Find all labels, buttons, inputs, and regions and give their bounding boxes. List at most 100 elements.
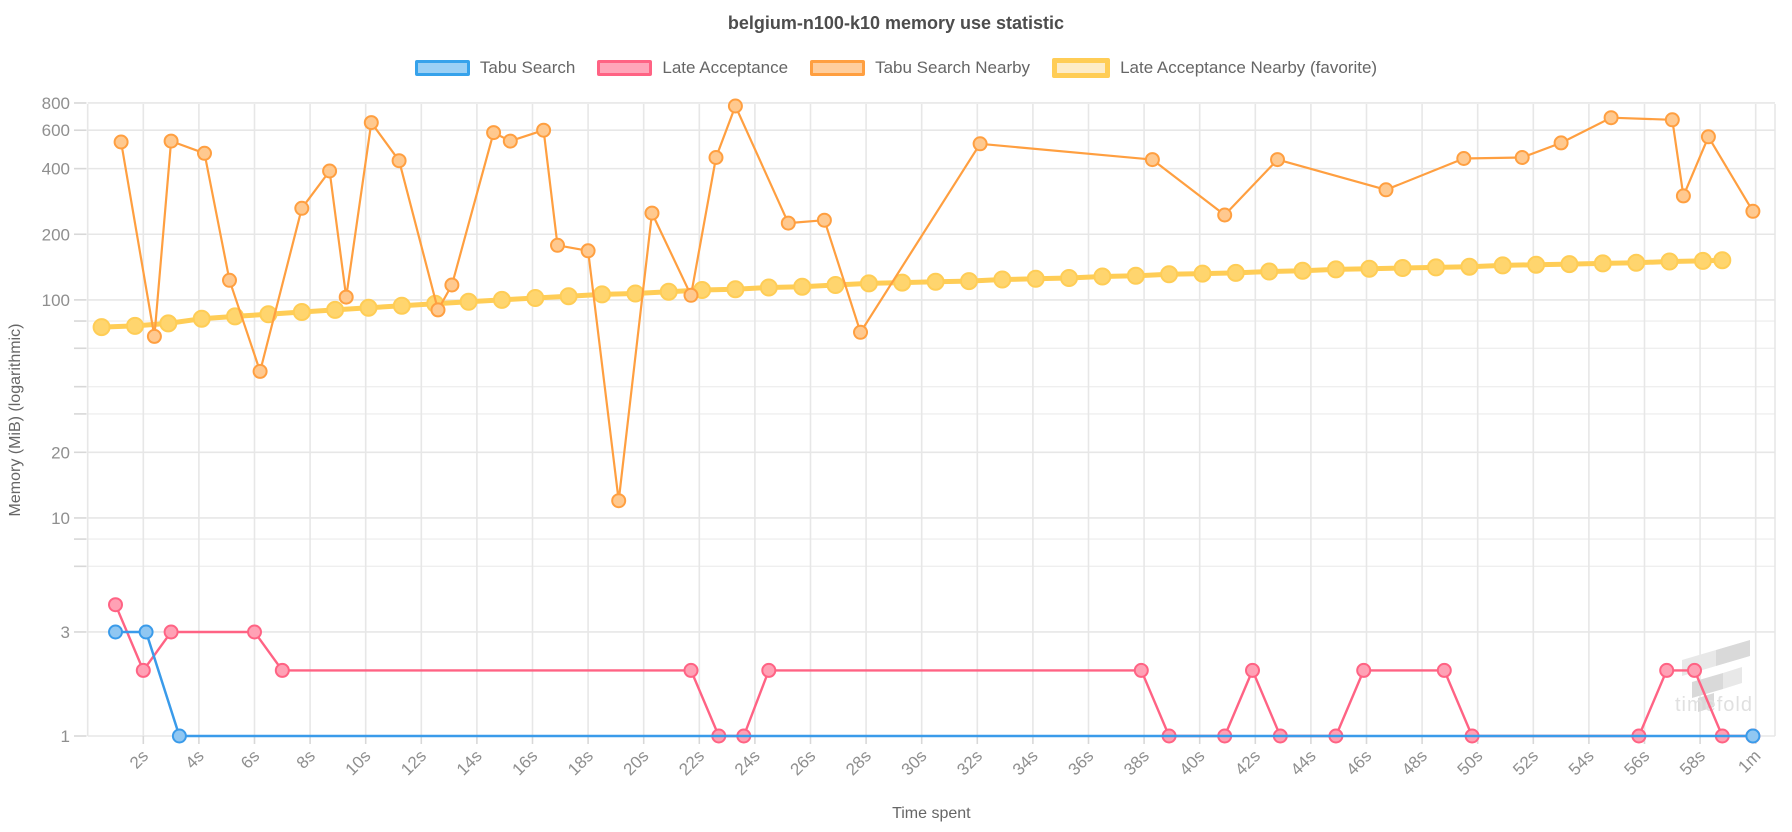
data-point[interactable] bbox=[274, 662, 290, 678]
data-point[interactable] bbox=[708, 150, 724, 165]
data-point[interactable] bbox=[192, 309, 211, 328]
data-point[interactable] bbox=[1427, 258, 1445, 277]
data-point[interactable] bbox=[1126, 266, 1145, 285]
data-point[interactable] bbox=[536, 122, 552, 138]
data-point[interactable] bbox=[826, 276, 845, 294]
data-point[interactable] bbox=[1553, 135, 1569, 151]
data-point[interactable] bbox=[226, 307, 244, 326]
data-point[interactable] bbox=[1260, 262, 1279, 281]
data-point[interactable] bbox=[444, 277, 460, 293]
data-point[interactable] bbox=[146, 328, 162, 344]
data-point[interactable] bbox=[1326, 260, 1345, 279]
data-point[interactable] bbox=[126, 316, 144, 335]
data-point[interactable] bbox=[1356, 662, 1372, 678]
data-point[interactable] bbox=[1527, 255, 1546, 274]
data-point[interactable] bbox=[159, 314, 178, 333]
data-point[interactable] bbox=[1493, 256, 1512, 275]
data-point[interactable] bbox=[1603, 110, 1619, 126]
data-point[interactable] bbox=[793, 277, 812, 296]
data-point[interactable] bbox=[1226, 263, 1245, 282]
data-point[interactable] bbox=[1745, 203, 1761, 219]
data-point[interactable] bbox=[163, 624, 179, 640]
data-point[interactable] bbox=[1460, 257, 1479, 276]
data-point[interactable] bbox=[972, 136, 988, 152]
data-point[interactable] bbox=[1687, 662, 1702, 678]
data-point[interactable] bbox=[108, 597, 123, 613]
data-point[interactable] bbox=[108, 624, 123, 640]
data-point[interactable] bbox=[197, 145, 212, 161]
data-point[interactable] bbox=[1160, 265, 1179, 284]
data-point[interactable] bbox=[1560, 255, 1579, 274]
data-point[interactable] bbox=[726, 280, 745, 299]
data-point[interactable] bbox=[926, 272, 945, 291]
data-point[interactable] bbox=[359, 298, 378, 317]
data-point[interactable] bbox=[1693, 251, 1712, 270]
data-point[interactable] bbox=[960, 272, 978, 291]
data-point[interactable] bbox=[163, 133, 179, 149]
data-point[interactable] bbox=[559, 287, 578, 306]
data-point[interactable] bbox=[1745, 728, 1761, 744]
data-point[interactable] bbox=[1514, 150, 1530, 165]
data-point[interactable] bbox=[338, 289, 354, 305]
data-point[interactable] bbox=[1193, 264, 1212, 283]
data-point[interactable] bbox=[135, 662, 151, 678]
legend-item-late-acceptance-nearby-favorite[interactable]: Late Acceptance Nearby (favorite) bbox=[1052, 58, 1377, 78]
data-point[interactable] bbox=[363, 115, 379, 131]
data-point[interactable] bbox=[1133, 662, 1149, 678]
data-point[interactable] bbox=[727, 98, 743, 114]
data-point[interactable] bbox=[1060, 269, 1078, 287]
data-point[interactable] bbox=[1093, 267, 1112, 286]
data-point[interactable] bbox=[526, 289, 545, 307]
data-point[interactable] bbox=[1217, 207, 1233, 223]
data-point[interactable] bbox=[1713, 251, 1732, 270]
series-tabu-search-nearby[interactable] bbox=[113, 98, 1761, 509]
data-point[interactable] bbox=[222, 272, 237, 288]
data-point[interactable] bbox=[611, 493, 627, 509]
data-point[interactable] bbox=[247, 624, 262, 640]
data-point[interactable] bbox=[1436, 662, 1452, 678]
data-point[interactable] bbox=[1270, 152, 1285, 168]
legend-item-tabu-search-nearby[interactable]: Tabu Search Nearby bbox=[810, 58, 1030, 78]
data-point[interactable] bbox=[1700, 129, 1716, 145]
data-point[interactable] bbox=[1659, 662, 1675, 678]
data-point[interactable] bbox=[502, 133, 518, 149]
data-point[interactable] bbox=[259, 305, 278, 324]
series-tabu-search[interactable] bbox=[108, 624, 1761, 744]
data-point[interactable] bbox=[859, 274, 878, 293]
data-point[interactable] bbox=[1360, 259, 1379, 278]
data-point[interactable] bbox=[593, 285, 611, 304]
series-late-acceptance[interactable] bbox=[108, 597, 1761, 744]
data-point[interactable] bbox=[138, 624, 154, 640]
data-point[interactable] bbox=[550, 237, 565, 253]
data-point[interactable] bbox=[993, 270, 1012, 289]
data-point[interactable] bbox=[1144, 152, 1160, 168]
data-point[interactable] bbox=[1593, 254, 1612, 273]
data-point[interactable] bbox=[759, 278, 778, 297]
data-point[interactable] bbox=[1627, 253, 1646, 272]
data-point[interactable] bbox=[816, 212, 832, 228]
data-point[interactable] bbox=[853, 324, 868, 340]
data-point[interactable] bbox=[92, 318, 111, 337]
data-point[interactable] bbox=[292, 303, 311, 321]
legend-item-late-acceptance[interactable]: Late Acceptance bbox=[597, 58, 788, 78]
data-point[interactable] bbox=[430, 302, 446, 318]
data-point[interactable] bbox=[1664, 112, 1680, 128]
data-point[interactable] bbox=[644, 205, 660, 221]
data-point[interactable] bbox=[780, 215, 796, 231]
data-point[interactable] bbox=[492, 290, 511, 309]
data-point[interactable] bbox=[391, 153, 407, 169]
data-point[interactable] bbox=[326, 300, 345, 319]
data-point[interactable] bbox=[1378, 182, 1394, 198]
data-point[interactable] bbox=[113, 134, 129, 150]
data-point[interactable] bbox=[1660, 252, 1679, 271]
data-point[interactable] bbox=[459, 292, 478, 311]
data-point[interactable] bbox=[683, 287, 699, 303]
data-point[interactable] bbox=[893, 273, 912, 292]
data-point[interactable] bbox=[1456, 151, 1472, 166]
data-point[interactable] bbox=[322, 163, 338, 179]
data-point[interactable] bbox=[580, 243, 596, 259]
data-point[interactable] bbox=[294, 200, 310, 216]
data-point[interactable] bbox=[1393, 259, 1412, 277]
series-late-acceptance-nearby-favorite[interactable] bbox=[92, 251, 1732, 337]
